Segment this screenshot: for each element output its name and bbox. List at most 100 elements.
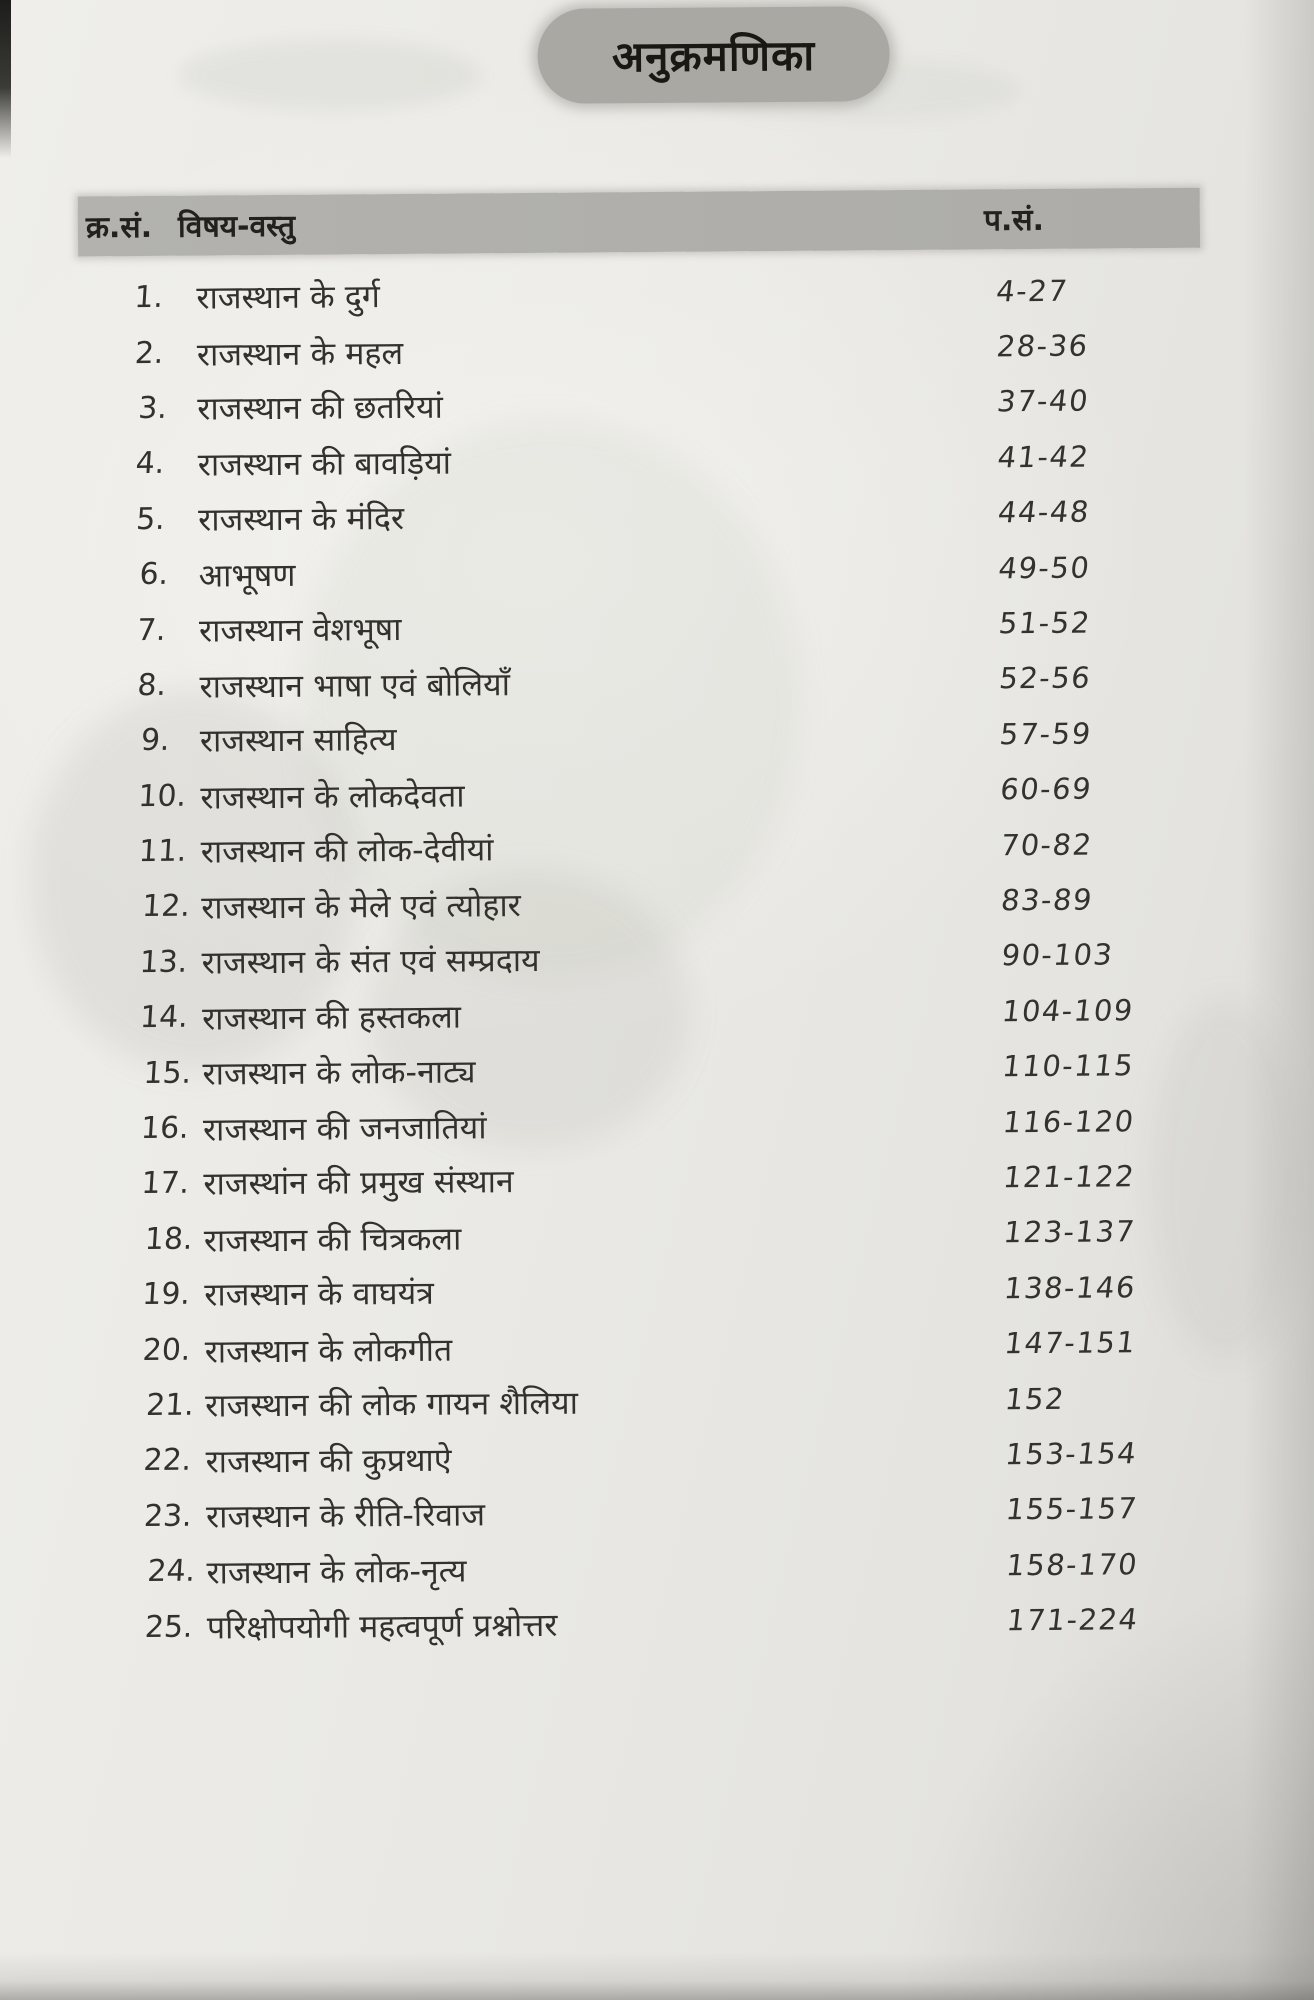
row-serial-no: 24. — [146, 1553, 197, 1590]
row-page-range: 28-36 — [994, 328, 1091, 364]
photo-right-shadow — [1244, 0, 1314, 2000]
row-title: राजस्थान की चित्रकला — [203, 1219, 462, 1260]
row-serial-no: 9. — [139, 723, 171, 759]
row-title: राजस्थान के महल — [196, 333, 404, 374]
row-serial-no: 4. — [134, 446, 166, 482]
toc-title-pill: अनुक्रमणिका — [537, 6, 890, 104]
row-page-range: 147-151 — [1002, 1325, 1139, 1361]
row-page-range: 4-27 — [994, 273, 1071, 309]
row-page-range: 138-146 — [1002, 1269, 1138, 1306]
row-page-range: 70-82 — [998, 827, 1095, 862]
toc-rows: 1. राजस्थान के दुर्ग 4-27 2. राजस्थान के… — [0, 261, 1314, 1656]
photo-bottom-shadow — [0, 1952, 1314, 2000]
table-row: 11. राजस्थान की लोक-देवीयां 70-82 — [0, 815, 1313, 881]
row-title: राजस्थान के रीति-रिवाज — [205, 1495, 486, 1536]
table-row: 5. राजस्थान के मंदिर 44-48 — [0, 482, 1310, 548]
row-page-range: 57-59 — [997, 716, 1094, 752]
row-page-range: 44-48 — [996, 494, 1092, 530]
row-serial-no: 13. — [138, 944, 189, 980]
row-page-range: 41-42 — [995, 439, 1092, 475]
table-row: 22. राजस्थान की कुप्रथाऐ 153-154 — [3, 1424, 1314, 1490]
table-row: 1. राजस्थान के दुर्ग 4-27 — [0, 261, 1309, 327]
header-serial-no: क्र.सं. — [85, 209, 153, 246]
table-row: 10. राजस्थान के लोकदेवता 60-69 — [0, 759, 1313, 825]
row-page-range: 52-56 — [997, 660, 1094, 696]
row-title: राजस्थान के लोक-नाट्य — [202, 1052, 476, 1093]
row-serial-no: 17. — [140, 1166, 191, 1202]
row-title: आभूषण — [198, 555, 296, 595]
row-title: राजस्थान के लोकगीत — [204, 1330, 453, 1371]
row-title: राजस्थांन की प्रमुख संस्थान — [203, 1162, 514, 1204]
row-serial-no: 23. — [142, 1498, 193, 1534]
row-page-range: 110-115 — [1000, 1048, 1137, 1084]
page-title: अनुक्रमणिका — [611, 30, 816, 82]
row-title: राजस्थान की लोक गायन शैलिया — [205, 1383, 579, 1425]
row-page-range: 121-122 — [1001, 1159, 1138, 1195]
table-row: 21. राजस्थान की लोक गायन शैलिया 152 — [3, 1369, 1314, 1435]
table-row: 3. राजस्थान की छतरियां 37-40 — [0, 372, 1310, 438]
table-row: 20. राजस्थान के लोकगीत 147-151 — [3, 1313, 1314, 1379]
row-serial-no: 8. — [136, 667, 168, 704]
row-page-range: 155-157 — [1004, 1491, 1140, 1527]
table-row: 7. राजस्थान वेशभूषा 51-52 — [0, 593, 1311, 659]
row-page-range: 37-40 — [995, 384, 1092, 419]
row-title: राजस्थान के लोक-नृत्य — [206, 1551, 467, 1592]
table-row: 19. राजस्थान के वाघयंत्र 138-146 — [2, 1258, 1314, 1324]
row-page-range: 49-50 — [996, 550, 1093, 585]
header-subject: विषय-वस्तु — [177, 208, 296, 245]
row-serial-no: 12. — [141, 889, 192, 925]
row-serial-no: 2. — [133, 335, 165, 371]
row-serial-no: 16. — [139, 1110, 190, 1147]
row-title: राजस्थान साहित्य — [199, 720, 397, 760]
row-title: राजस्थान की बावड़ियां — [197, 443, 452, 484]
table-row: 15. राजस्थान के लोक-नाट्य 110-115 — [0, 1036, 1314, 1102]
row-serial-no: 5. — [135, 501, 166, 537]
table-row: 6. आभूषण 49-50 — [0, 538, 1311, 604]
row-page-range: 104-109 — [1000, 993, 1136, 1029]
row-title: राजस्थान के संत एवं सम्प्रदाय — [201, 940, 540, 982]
table-row: 14. राजस्थान की हस्तकला 104-109 — [0, 981, 1314, 1047]
table-row: 8. राजस्थान भाषा एवं बोलियाँ 52-56 — [0, 649, 1312, 715]
row-serial-no: 7. — [135, 612, 167, 648]
row-serial-no: 1. — [133, 280, 165, 316]
table-row: 2. राजस्थान के महल 28-36 — [0, 316, 1309, 382]
table-row: 9. राजस्थान साहित्य 57-59 — [0, 704, 1312, 770]
row-serial-no: 19. — [141, 1276, 192, 1313]
table-header: क्र.सं. विषय-वस्तु प.सं. — [77, 187, 1201, 257]
photo-corner-shade — [894, 1580, 1314, 2000]
row-title: राजस्थान के दुर्ग — [196, 277, 380, 317]
row-title: राजस्थान की लोक-देवीयां — [200, 830, 494, 871]
row-page-range: 152 — [1003, 1381, 1067, 1416]
row-page-range: 90-103 — [999, 937, 1116, 973]
row-title: राजस्थान की छतरियां — [197, 387, 444, 428]
table-row: 17. राजस्थांन की प्रमुख संस्थान 121-122 — [1, 1147, 1314, 1213]
row-page-range: 51-52 — [997, 605, 1093, 641]
row-title: परिक्षोपयोगी महत्वपूर्ण प्रश्नोत्तर — [206, 1605, 558, 1647]
table-row: 4. राजस्थान की बावड़ियां 41-42 — [0, 427, 1310, 493]
row-serial-no: 21. — [145, 1387, 195, 1424]
row-serial-no: 20. — [141, 1332, 192, 1368]
row-serial-no: 11. — [137, 833, 188, 870]
row-title: राजस्थान के मेले एवं त्योहार — [201, 886, 521, 928]
row-title: राजस्थान की जनजातियां — [202, 1108, 487, 1149]
row-title: राजस्थान की कुप्रथाऐ — [205, 1441, 452, 1481]
table-row: 13. राजस्थान के संत एवं सम्प्रदाय 90-103 — [0, 926, 1314, 992]
row-serial-no: 18. — [143, 1221, 194, 1257]
row-title: राजस्थान के वाघयंत्र — [204, 1273, 435, 1314]
row-serial-no: 15. — [142, 1055, 193, 1091]
table-row: 16. राजस्थान की जनजातियां 116-120 — [1, 1092, 1314, 1158]
row-title: राजस्थान वेशभूषा — [198, 609, 402, 650]
row-serial-no: 22. — [142, 1443, 193, 1479]
row-page-range: 158-170 — [1004, 1546, 1141, 1582]
row-serial-no: 3. — [137, 390, 169, 427]
row-page-range: 116-120 — [1001, 1103, 1137, 1139]
row-serial-no: 10. — [137, 778, 188, 814]
row-page-range: 153-154 — [1003, 1436, 1140, 1472]
row-page-range: 83-89 — [999, 882, 1095, 918]
row-serial-no: 6. — [138, 556, 170, 593]
row-title: राजस्थान के मंदिर — [198, 498, 405, 539]
row-title: राजस्थान भाषा एवं बोलियाँ — [199, 665, 511, 706]
row-serial-no: 25. — [143, 1609, 194, 1645]
table-row: 12. राजस्थान के मेले एवं त्योहार 83-89 — [0, 870, 1313, 936]
